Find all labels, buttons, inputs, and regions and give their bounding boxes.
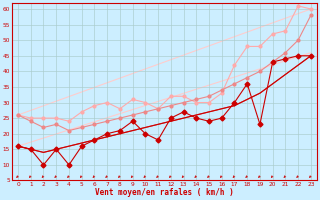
- X-axis label: Vent moyen/en rafales ( km/h ): Vent moyen/en rafales ( km/h ): [95, 188, 234, 197]
